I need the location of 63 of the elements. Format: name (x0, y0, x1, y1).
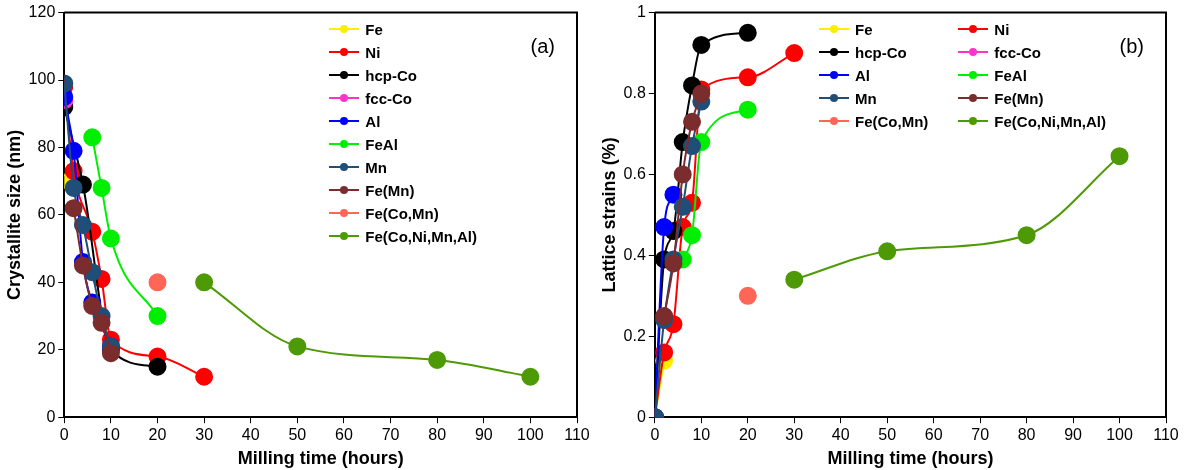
legend-label: FeAl (994, 66, 1027, 84)
y-tick-label: 100 (28, 70, 56, 88)
x-tick-label: 50 (878, 426, 897, 444)
legend-label: hcp-Co (855, 43, 907, 61)
y-tick-label: 0 (636, 407, 646, 425)
x-axis-title: Milling time (hours) (237, 448, 404, 469)
x-tick-label: 60 (335, 426, 353, 444)
legend-label: fcc-Co (994, 43, 1042, 61)
x-tick-label: 40 (241, 426, 260, 444)
x-tick-label: 70 (971, 426, 990, 444)
x-tick-label: 80 (1017, 426, 1036, 444)
x-tick-label: 100 (517, 426, 544, 444)
legend-label: Fe (855, 20, 873, 38)
y-tick-label: 20 (37, 340, 56, 358)
legend-label: Fe(Co,Mn) (855, 112, 929, 130)
y-axis-title: Crystallite size (nm) (3, 129, 24, 300)
legend-label: Mn (855, 89, 877, 107)
x-tick-label: 110 (1153, 426, 1179, 444)
x-tick-label: 20 (148, 426, 167, 444)
legend-label: Al (855, 66, 871, 84)
y-axis-title: Lattice strains (%) (598, 137, 619, 293)
x-tick-label: 70 (381, 426, 400, 444)
x-tick-label: 10 (102, 426, 120, 444)
legend-label: Mn (365, 158, 388, 176)
legend-label: hcp-Co (365, 66, 418, 84)
x-tick-label: 90 (1064, 426, 1083, 444)
y-tick-label: 80 (37, 137, 56, 155)
x-tick-label: 20 (738, 426, 757, 444)
legend-label: fcc-Co (365, 89, 413, 107)
legend-label: Fe(Mn) (994, 89, 1044, 107)
y-tick-label: 60 (37, 205, 56, 223)
y-tick-label: 0.4 (623, 245, 646, 263)
x-axis-title: Milling time (hours) (827, 448, 994, 469)
x-tick-label: 0 (650, 426, 660, 444)
y-tick-label: 0.2 (623, 326, 646, 344)
annotation: (b) (1119, 34, 1144, 58)
x-tick-label: 100 (1106, 426, 1133, 444)
legend-label: Al (365, 112, 381, 130)
legend-label: FeAl (365, 135, 398, 153)
y-tick-label: 120 (28, 3, 56, 21)
x-tick-label: 30 (785, 426, 804, 444)
legend-label: Ni (994, 20, 1010, 38)
y-tick-label: 0 (46, 407, 56, 425)
x-tick-label: 30 (195, 426, 214, 444)
legend-label: Fe(Mn) (365, 181, 415, 199)
legend-label: Fe(Co,Ni,Mn,Al) (994, 112, 1106, 130)
x-tick-label: 90 (474, 426, 493, 444)
x-tick-label: 0 (59, 426, 69, 444)
x-tick-label: 40 (831, 426, 850, 444)
x-tick-label: 60 (924, 426, 943, 444)
annotation: (a) (530, 34, 555, 58)
legend-label: Ni (365, 43, 381, 61)
x-tick-label: 50 (288, 426, 307, 444)
x-tick-label: 110 (564, 426, 590, 444)
legend-label: Fe(Co,Mn) (365, 204, 439, 222)
y-tick-label: 1 (636, 3, 646, 21)
y-tick-label: 0.8 (623, 83, 646, 101)
legend-label: Fe(Co,Ni,Mn,Al) (365, 227, 477, 245)
y-tick-label: 0.6 (623, 164, 646, 182)
x-tick-label: 80 (428, 426, 447, 444)
y-tick-label: 40 (37, 272, 56, 290)
x-tick-label: 10 (692, 426, 711, 444)
legend-label: Fe (365, 20, 383, 38)
